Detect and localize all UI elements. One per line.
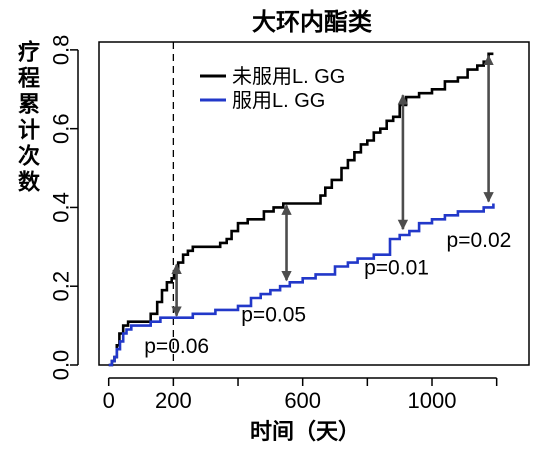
x-tick-label: 200 bbox=[155, 388, 192, 413]
p-value-label: p=0.02 bbox=[447, 229, 512, 252]
y-tick-label: 0.2 bbox=[49, 271, 74, 302]
x-axis-label: 时间（天） bbox=[250, 419, 360, 445]
y-axis-label: 疗程累计次数 bbox=[14, 39, 40, 196]
y-tick-label: 0.6 bbox=[49, 113, 74, 144]
x-tick-label: 600 bbox=[284, 388, 321, 413]
plot-area bbox=[98, 41, 530, 366]
legend-label: 未服用L. GG bbox=[232, 65, 345, 88]
y-tick-label: 0.0 bbox=[49, 350, 74, 381]
series-line-0 bbox=[108, 52, 494, 367]
p-value-label: p=0.06 bbox=[144, 335, 209, 358]
legend-label: 服用L. GG bbox=[232, 90, 325, 112]
x-tick-label: 0 bbox=[103, 388, 115, 413]
y-tick-label: 0.4 bbox=[49, 192, 74, 223]
x-tick-label: 1000 bbox=[408, 388, 457, 413]
series-line-1 bbox=[108, 203, 495, 367]
p-value-label: p=0.01 bbox=[364, 256, 429, 279]
y-tick-label: 0.8 bbox=[49, 35, 74, 66]
chart-title: 大环内酯类 bbox=[252, 7, 373, 36]
p-value-label: p=0.05 bbox=[241, 304, 306, 327]
